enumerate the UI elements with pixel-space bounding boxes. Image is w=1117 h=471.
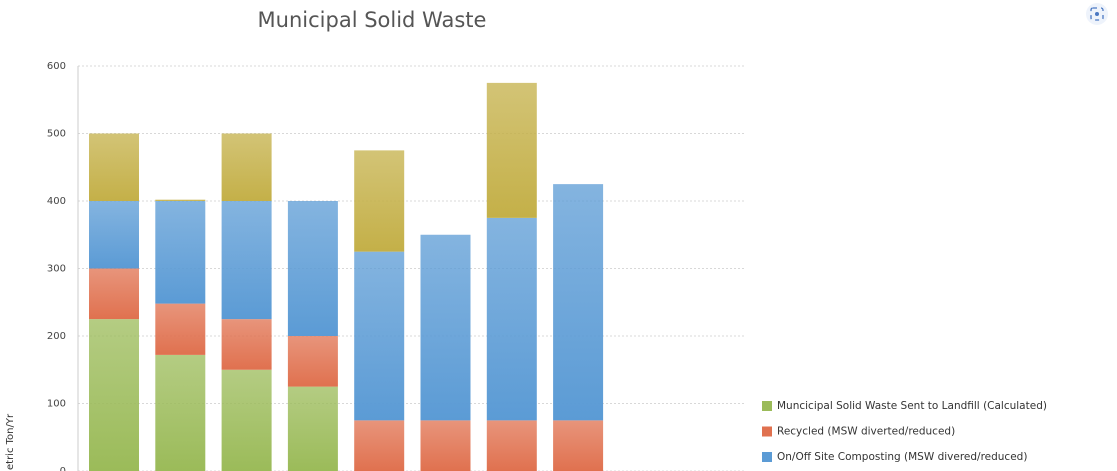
bar-segment (553, 420, 604, 471)
bar-segment (354, 150, 405, 252)
bar-segment (155, 201, 206, 304)
bar-segment (287, 201, 338, 336)
bar-segment (89, 319, 139, 471)
bar-segment (486, 82, 537, 218)
y-tick-label: 200 (47, 331, 66, 342)
y-tick-label: 500 (47, 129, 66, 140)
button-icon[interactable] (1090, 7, 1104, 21)
y-tick-label: 300 (47, 264, 66, 275)
bar-segment (486, 420, 537, 471)
screenshot-button[interactable] (1086, 3, 1108, 25)
bar-segment (89, 268, 139, 320)
y-tick-label: 0 (60, 466, 66, 471)
bar-segment (221, 319, 272, 370)
bar-segment (155, 199, 206, 201)
chart-title: Municipal Solid Waste (258, 8, 487, 32)
bar-segment (221, 369, 272, 471)
bar-segment (354, 420, 405, 471)
bar-segment (221, 201, 272, 320)
bar-segment (155, 354, 206, 471)
legend-swatch (762, 401, 772, 411)
bar-segment (155, 303, 206, 355)
button-dot[interactable] (1095, 12, 1099, 16)
y-tick-label: 100 (47, 399, 66, 410)
bar-segment (89, 133, 139, 201)
bar-segment (354, 251, 405, 421)
bar-segment (287, 386, 338, 471)
bar-segment (486, 217, 537, 421)
legend-swatch (762, 426, 772, 437)
bar-segment (420, 234, 471, 421)
y-axis-label: etric Ton/Yr (5, 413, 16, 470)
bar-segment (221, 133, 272, 201)
bar-segment (420, 420, 471, 471)
legend-label: Muncicipal Solid Waste Sent to Landfill … (777, 400, 1047, 412)
bar-segment (89, 201, 139, 269)
bar-segment (287, 336, 338, 387)
bar-segment (553, 184, 604, 421)
y-tick-label: 600 (47, 61, 66, 72)
legend-label: Recycled (MSW diverted/reduced) (777, 426, 955, 438)
y-tick-label: 400 (47, 196, 66, 207)
legend-label: On/Off Site Composting (MSW divered/redu… (777, 451, 1027, 463)
legend-swatch (762, 452, 772, 462)
